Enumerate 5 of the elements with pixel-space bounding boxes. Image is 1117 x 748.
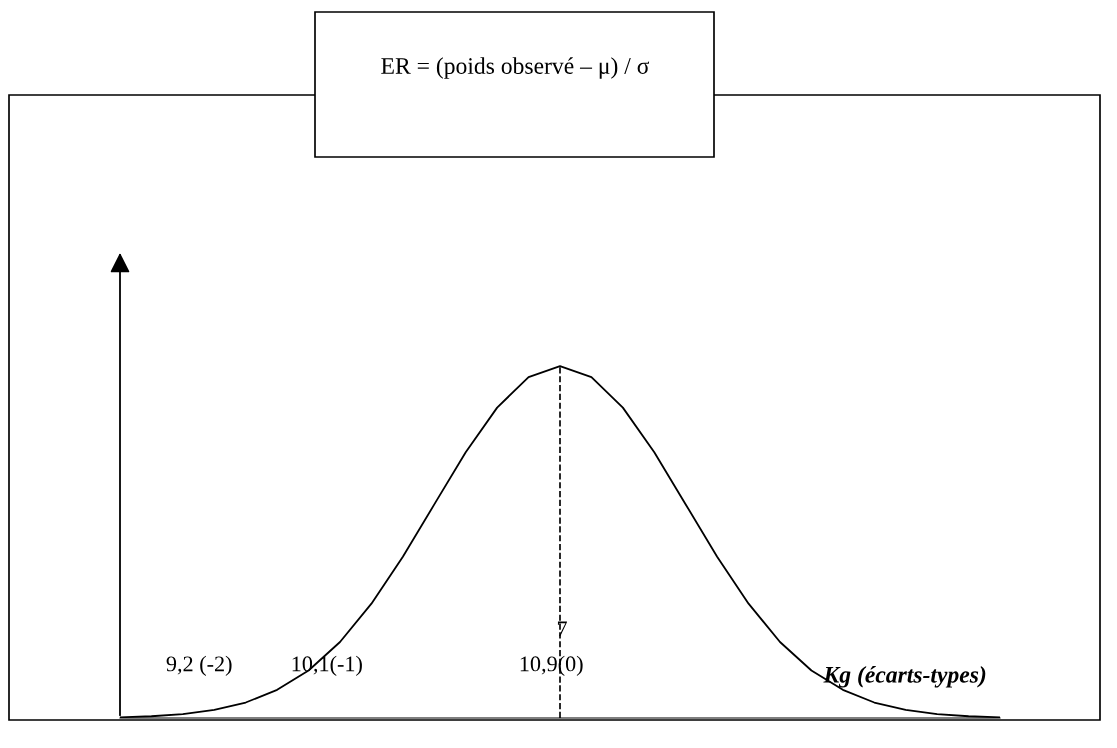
x-axis-title: Kg (écarts-types) (823, 666, 986, 688)
annotation: 9,2 (-2) (166, 655, 232, 676)
chart-title: ER = (poids observé – μ) / σ (381, 57, 650, 79)
annotation: 7 (557, 621, 567, 637)
annotation: 10,9(0) (520, 655, 583, 676)
